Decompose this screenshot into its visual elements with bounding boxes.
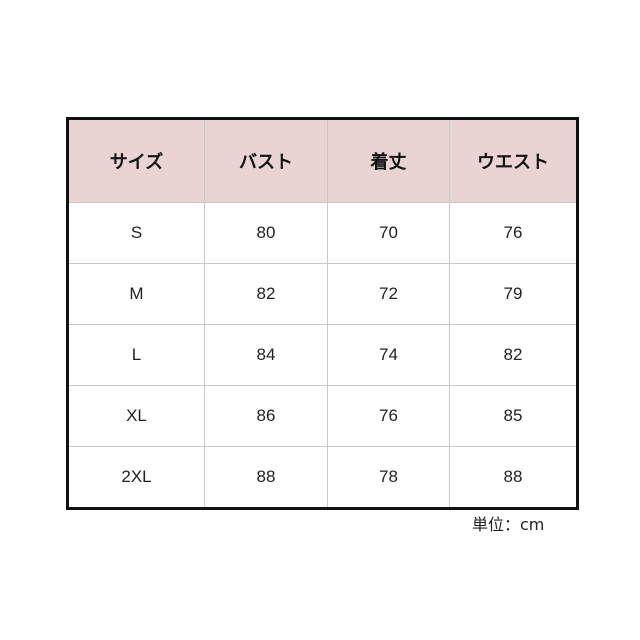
header-size: サイズ	[67, 118, 205, 203]
table-row: XL 86 76 85	[67, 385, 578, 447]
table-row: 2XL 88 78 88	[67, 446, 578, 509]
cell-waist: 85	[449, 385, 578, 447]
header-waist: ウエスト	[449, 118, 578, 203]
cell-bust: 80	[204, 202, 328, 264]
cell-waist: 76	[449, 202, 578, 264]
size-chart-table: サイズ バスト 着丈 ウエスト S 80 70 76 M 82 72 79 L 84 74 82 XL 8…	[66, 117, 579, 510]
header-row: サイズ バスト 着丈 ウエスト	[67, 118, 578, 203]
cell-length: 72	[327, 263, 450, 325]
cell-size: M	[67, 263, 205, 325]
cell-size: L	[67, 324, 205, 386]
cell-length: 76	[327, 385, 450, 447]
cell-waist: 82	[449, 324, 578, 386]
cell-length: 70	[327, 202, 450, 264]
cell-size: 2XL	[67, 446, 205, 509]
table-row: L 84 74 82	[67, 324, 578, 386]
table-row: S 80 70 76	[67, 202, 578, 264]
cell-length: 74	[327, 324, 450, 386]
cell-bust: 86	[204, 385, 328, 447]
cell-size: XL	[67, 385, 205, 447]
cell-length: 78	[327, 446, 450, 509]
cell-waist: 79	[449, 263, 578, 325]
header-length: 着丈	[327, 118, 450, 203]
header-bust: バスト	[204, 118, 328, 203]
cell-waist: 88	[449, 446, 578, 509]
cell-bust: 88	[204, 446, 328, 509]
cell-bust: 84	[204, 324, 328, 386]
cell-bust: 82	[204, 263, 328, 325]
table-row: M 82 72 79	[67, 263, 578, 325]
unit-label: 単位：cm	[472, 515, 545, 534]
cell-size: S	[67, 202, 205, 264]
